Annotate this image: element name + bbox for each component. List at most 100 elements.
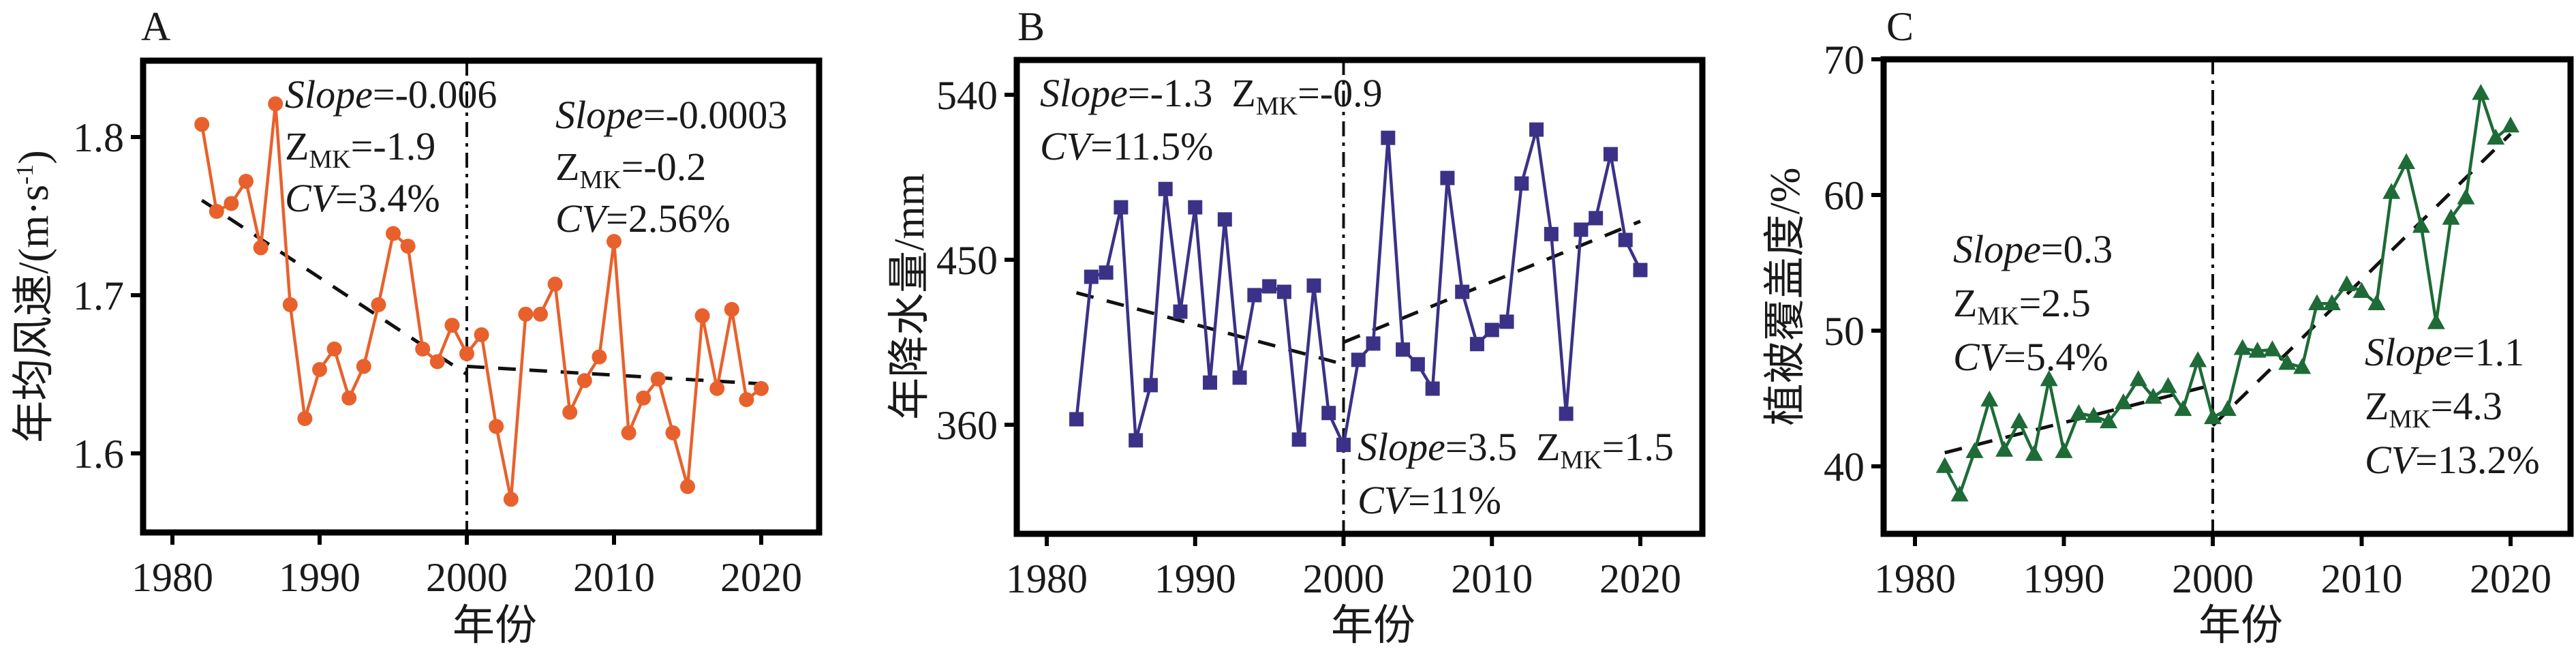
y-tick-label: 1.6: [73, 432, 124, 477]
data-point: [533, 306, 548, 322]
data-point: [326, 341, 342, 357]
data-point: [194, 117, 210, 132]
cv-text: CV=13.2%: [2365, 438, 2540, 482]
data-point: [1574, 222, 1589, 237]
data-point: [1603, 147, 1618, 162]
x-axis-title: 年份: [453, 603, 537, 649]
zmk-value: =-1.9: [351, 124, 436, 168]
y-tick-label: 50: [1824, 309, 1865, 354]
data-point: [1965, 442, 1984, 458]
y-tick-label: 70: [1824, 37, 1865, 82]
slope-text: Slope=-0.0003: [555, 93, 787, 137]
data-point: [1336, 438, 1351, 453]
data-point: [2159, 376, 2177, 393]
data-point: [1633, 262, 1648, 277]
data-point: [474, 327, 489, 342]
x-tick-label: 1990: [2023, 556, 2105, 601]
data-point: [621, 425, 637, 440]
data-point: [709, 380, 725, 396]
x-tick-label: 2020: [720, 555, 802, 600]
data-point: [1173, 304, 1188, 319]
y-axis-title: 植被覆盖度/%: [1762, 168, 1809, 426]
data-point: [1544, 226, 1559, 241]
data-point: [547, 276, 563, 292]
y-tick-label: 540: [936, 73, 998, 118]
data-point: [1069, 412, 1084, 427]
zmk-value: =4.3: [2431, 384, 2502, 428]
x-tick-label: 1980: [1874, 556, 1956, 601]
zmk-label: Z: [285, 124, 309, 168]
cv-value: =5.4%: [2004, 335, 2109, 379]
trend-line-2: [1343, 220, 1641, 344]
data-point: [312, 362, 327, 378]
data-point: [1995, 440, 2014, 457]
data-point: [2412, 217, 2430, 233]
data-point: [239, 173, 254, 189]
slope-label: Slope: [2365, 330, 2453, 374]
cv-label: CV: [555, 196, 611, 241]
zmk-value: =-0.2: [622, 145, 707, 189]
data-point: [2427, 313, 2445, 329]
zmk-value: =2.5: [2019, 281, 2091, 325]
data-point: [415, 341, 431, 357]
x-tick-label: 1990: [1154, 556, 1236, 601]
y-tick-label: 360: [936, 403, 998, 448]
panel-c: C 1980 1990 2000 2010 2020 40 50 60 70 年份 植被覆盖度/% Sl…: [1762, 4, 2574, 649]
data-point: [1950, 485, 1969, 502]
data-point: [562, 404, 578, 420]
x-tick-label: 2000: [426, 555, 508, 600]
data-point: [2144, 387, 2162, 404]
data-point: [2502, 116, 2519, 133]
axes-frame: [1013, 57, 1706, 537]
slope-label: Slope: [1358, 425, 1445, 469]
x-tick-label: 2010: [2321, 556, 2403, 601]
y-axis-title-sup: -1: [11, 164, 38, 185]
slope-text: Slope=-1.3 ZMK=-0.9: [1040, 71, 1383, 121]
data-point: [2293, 358, 2312, 374]
cv-label: CV: [1953, 335, 2008, 379]
data-point: [1559, 406, 1574, 421]
data-point: [1291, 432, 1306, 447]
zmk-text: ZMK=-1.9: [285, 124, 435, 174]
data-point: [1396, 342, 1411, 357]
data-point: [1618, 232, 1633, 247]
data-point: [1425, 381, 1440, 396]
slope-text: Slope=3.5 ZMK=1.5: [1358, 425, 1674, 475]
data-point: [1262, 279, 1277, 294]
panel-label: B: [1017, 4, 1045, 49]
data-point: [2487, 128, 2505, 145]
zmk-subscript: MK: [309, 145, 351, 174]
data-point: [680, 479, 695, 494]
x-axis-title: 年份: [1331, 603, 1415, 649]
cv-text: CV=2.56%: [555, 196, 731, 241]
data-point: [1321, 406, 1336, 421]
x-axis-title: 年份: [2198, 603, 2283, 649]
data-point: [1455, 284, 1470, 299]
data-point: [607, 234, 622, 250]
data-point: [1440, 170, 1455, 185]
cv-text: CV=3.4%: [285, 176, 440, 220]
data-point: [2040, 370, 2058, 387]
data-point: [1217, 212, 1232, 227]
zmk-subscript: MK: [1977, 302, 2019, 331]
data-point: [1232, 370, 1247, 385]
cv-label: CV: [285, 176, 340, 220]
data-point: [2307, 294, 2326, 310]
data-point: [2367, 294, 2386, 310]
trend-line-1: [1075, 290, 1345, 366]
y-axis-title: 年均风速/(m·s-1): [11, 150, 57, 443]
slope-value: =3.5: [1445, 425, 1517, 469]
data-point: [386, 226, 401, 241]
zmk-label: Z: [555, 145, 579, 189]
cv-value: =13.2%: [2415, 438, 2540, 482]
zmk-label: Z: [1953, 281, 1977, 325]
zmk-text: ZMK=2.5: [1953, 281, 2091, 331]
zmk-text: ZMK=1.5: [1536, 425, 1674, 475]
data-point: [2248, 342, 2267, 358]
data-point: [739, 392, 754, 408]
x-tick-label: 2000: [1303, 556, 1385, 601]
data-point: [268, 96, 283, 112]
data-point: [1935, 457, 1954, 473]
